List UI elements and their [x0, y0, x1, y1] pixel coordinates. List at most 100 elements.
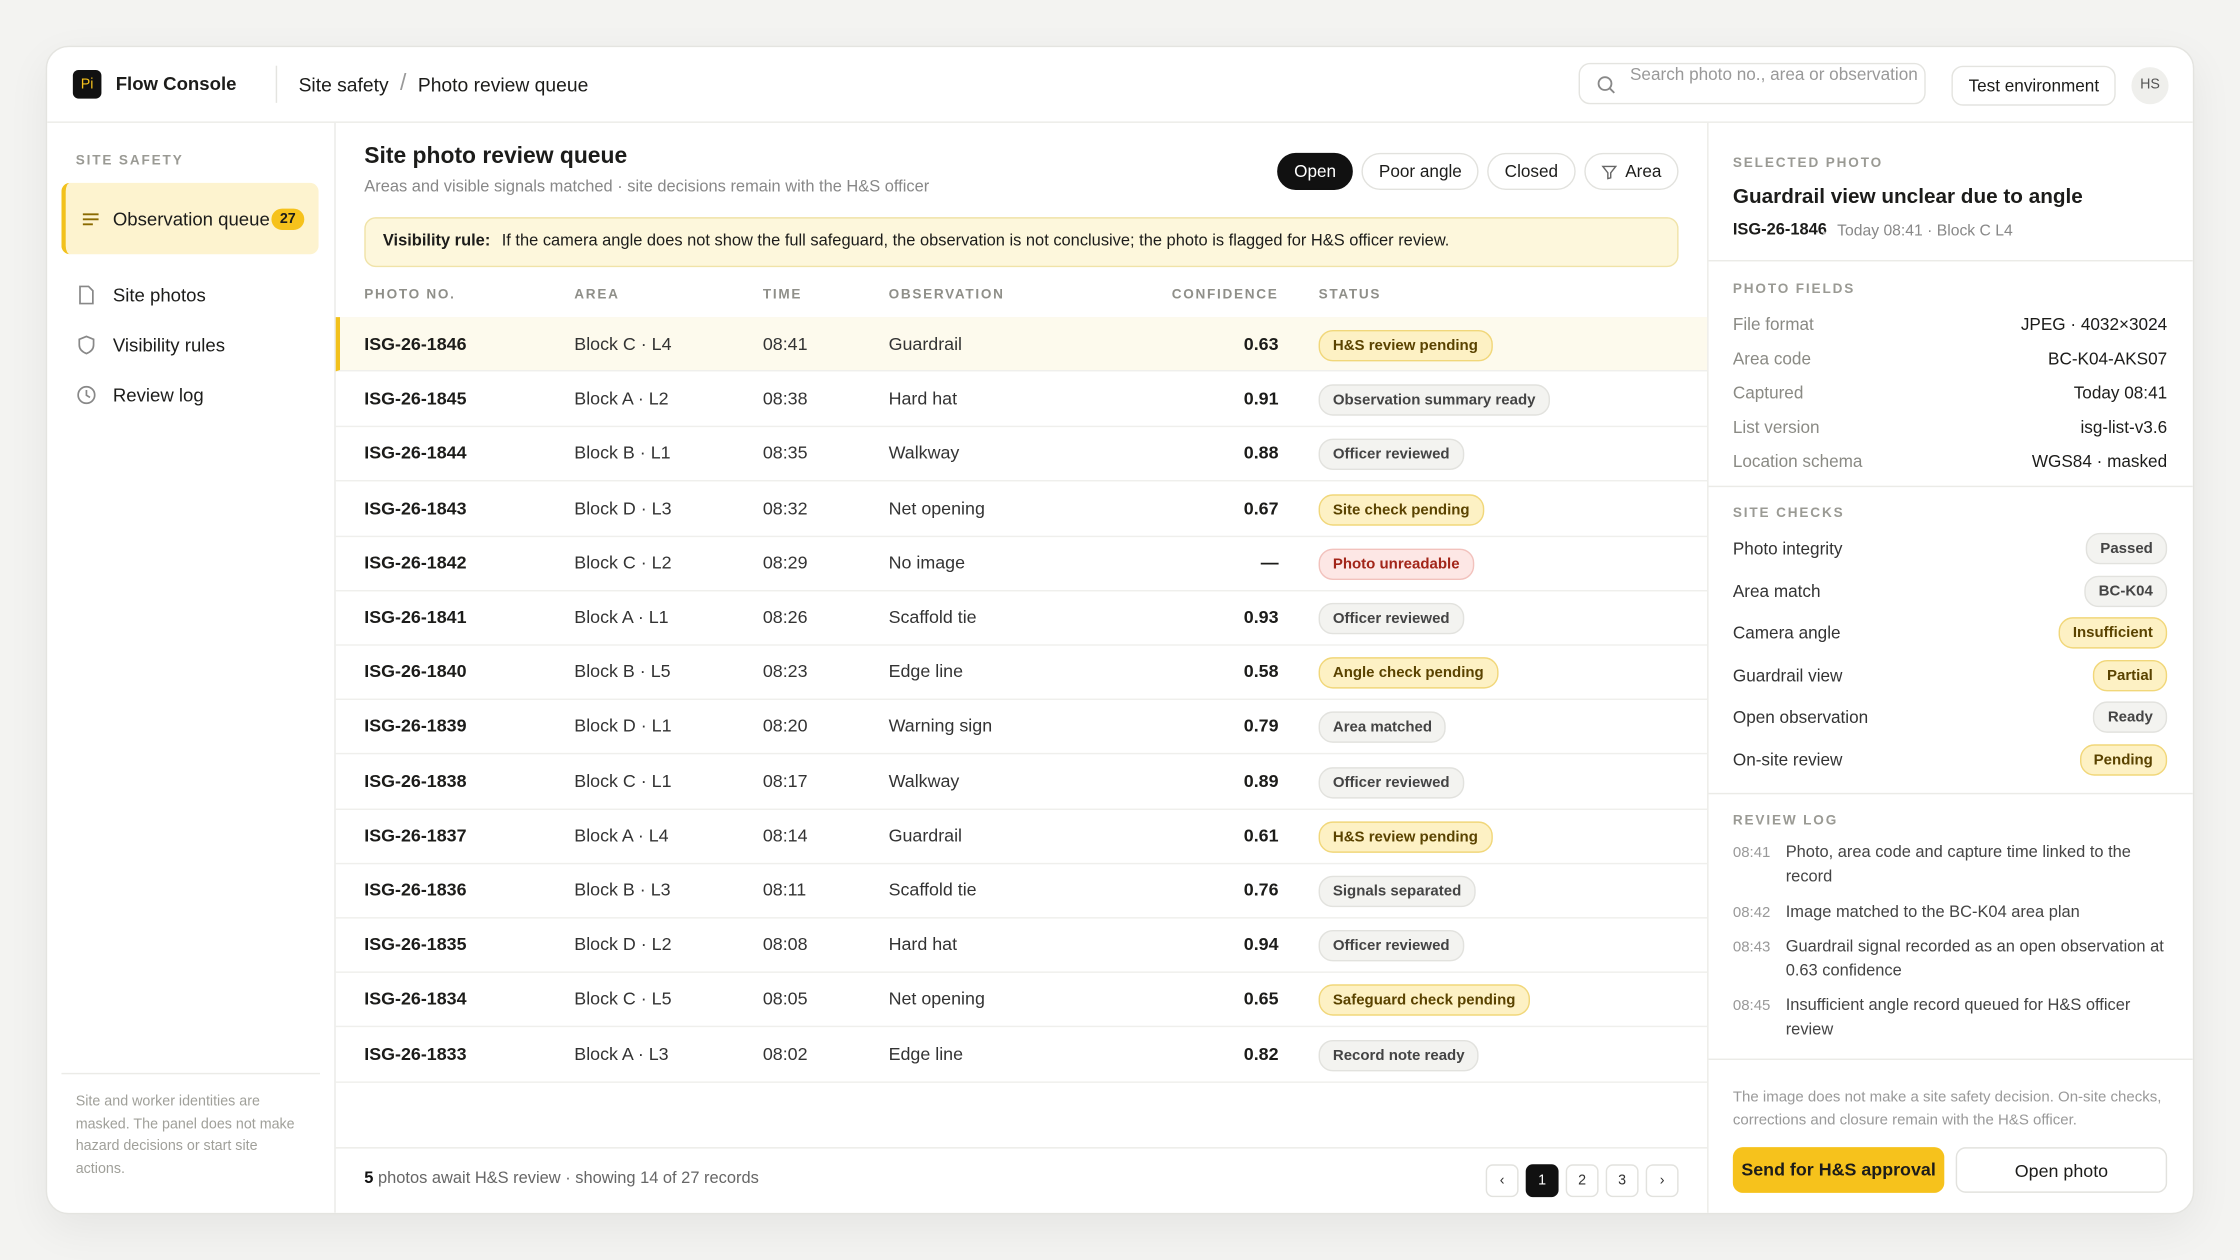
filter-chip[interactable]: Poor angle: [1361, 152, 1479, 190]
log-text: Insufficient angle record queued for H&S…: [1785, 997, 2131, 1039]
filter-chip[interactable]: Open: [1276, 152, 1354, 190]
column-header: PHOTO NO.: [364, 287, 456, 303]
observation: No image: [888, 552, 965, 573]
page-button[interactable]: ‹: [1485, 1164, 1519, 1198]
status-cell: Signals separated: [1318, 863, 1476, 917]
section-label: SELECTED PHOTO: [1732, 155, 1884, 172]
detail-id: ISG-26-1846: [1732, 221, 1827, 239]
sidebar-note: Site and worker identities are masked. T…: [61, 1072, 320, 1180]
detail-meta: Today 08:41 · Block C L4: [1837, 222, 2013, 240]
confidence: 0.89: [1243, 770, 1279, 791]
filter-chip[interactable]: Closed: [1487, 152, 1576, 190]
observation: Net opening: [888, 989, 985, 1010]
status-cell: Officer reviewed: [1318, 590, 1464, 644]
detail-title: Guardrail view unclear due to angle: [1732, 185, 2083, 209]
table-row[interactable]: ISG-26-1844 Block B · L1 08:35 Walkway 0.88 O…: [335, 426, 1708, 482]
section-label: SITE SAFETY: [75, 152, 184, 169]
log-entry: 08:43 Guardrail signal recorded as an ope…: [1733, 936, 2167, 985]
nav-item[interactable]: Observation queue 27: [61, 182, 319, 255]
status-cell: Photo unreadable: [1318, 535, 1474, 589]
log-text: Image matched to the BC-K04 area plan: [1785, 904, 2080, 922]
status-cell: Officer reviewed: [1318, 426, 1464, 480]
observation: Scaffold tie: [888, 879, 977, 900]
page-button[interactable]: ›: [1645, 1164, 1679, 1198]
breadcrumb[interactable]: Site safety: [298, 73, 389, 95]
table-header: PHOTO NO. AREA TIME OBSERVATION CONFIDENCE ST…: [335, 274, 1708, 319]
area: Block C · L1: [574, 770, 672, 791]
observation: Net opening: [888, 497, 985, 518]
table-row[interactable]: ISG-26-1840 Block B · L5 08:23 Edge line 0.5…: [335, 645, 1708, 701]
rule-banner: Visibility rule: If the camera angle does…: [364, 217, 1679, 268]
page-button[interactable]: 3: [1605, 1164, 1639, 1198]
table-row[interactable]: ISG-26-1839 Block D · L1 08:20 Warning sign…: [335, 699, 1708, 755]
table-row[interactable]: ISG-26-1845 Block A · L2 08:38 Hard hat 0.91…: [335, 372, 1708, 428]
confidence: 0.88: [1243, 443, 1279, 464]
time: 08:23: [762, 661, 808, 682]
search-box[interactable]: Search photo no., area or observation: [1578, 62, 1926, 105]
table-row[interactable]: ISG-26-1846 Block C · L4 08:41 Guardrail 0.6…: [335, 317, 1708, 372]
check-row: Guardrail view Partial: [1733, 659, 2168, 692]
area: Block B · L5: [574, 661, 671, 682]
column-header: TIME: [762, 287, 803, 303]
table-row[interactable]: ISG-26-1835 Block D · L2 08:08 Hard hat 0.94…: [335, 917, 1708, 974]
log-entry: 08:42 Image matched to the BC-K04 area pl…: [1733, 901, 2167, 925]
table-row[interactable]: ISG-26-1837 Block A · L4 08:14 Guardrail 0.6…: [335, 808, 1708, 864]
photo-id: ISG-26-1840: [364, 661, 467, 682]
filter-icon: [1600, 164, 1617, 179]
check-row: Camera angle Insufficient: [1733, 617, 2168, 649]
photo-id: ISG-26-1834: [364, 989, 467, 1010]
page-button[interactable]: 2: [1565, 1164, 1599, 1198]
nav-item[interactable]: Site photos: [61, 270, 318, 319]
status-pill: Area matched: [1318, 711, 1447, 744]
table-row[interactable]: ISG-26-1838 Block C · L1 08:17 Walkway 0.89 O…: [335, 754, 1708, 810]
column-header: OBSERVATION: [888, 287, 1005, 303]
time: 08:08: [762, 934, 808, 955]
primary-button[interactable]: Send for H&S approval: [1732, 1147, 1945, 1193]
area: Block A · L3: [574, 1043, 669, 1064]
page-button[interactable]: 1: [1525, 1164, 1559, 1198]
confidence: 0.67: [1243, 497, 1279, 518]
status-pill: H&S review pending: [1318, 329, 1493, 362]
status-cell: Officer reviewed: [1318, 754, 1464, 808]
status-pill: Angle check pending: [1318, 657, 1499, 689]
confidence: 0.79: [1243, 716, 1279, 737]
environment[interactable]: Test environment: [1951, 65, 2117, 106]
check-row: On-site review Pending: [1733, 744, 2168, 776]
pagination: ‹ 1 2 3 ›: [1485, 1164, 1679, 1198]
area: Block B · L1: [574, 443, 671, 464]
area: Block C · L4: [574, 334, 672, 355]
check-row: Area match BC-K04: [1733, 575, 2168, 607]
avatar[interactable]: HS: [2131, 67, 2169, 105]
app-window: Pi Flow Console Site safety / Photo revi…: [45, 45, 2195, 1215]
log-time: 08:41: [1732, 844, 1771, 862]
nav-label: Observation queue: [112, 207, 270, 230]
nav-item[interactable]: Visibility rules: [61, 320, 318, 369]
filter-chip[interactable]: Area: [1583, 152, 1679, 190]
photo-id: ISG-26-1846: [364, 334, 467, 355]
field-value: JPEG · 4032×3024: [2020, 314, 2168, 335]
time: 08:35: [762, 443, 808, 464]
check-status: BC-K04: [2084, 575, 2168, 607]
status-cell: Observation summary ready: [1318, 372, 1550, 426]
log-entry: 08:45 Insufficient angle record queued fo…: [1733, 994, 2167, 1043]
table-row[interactable]: ISG-26-1843 Block D · L3 08:32 Net opening 0…: [335, 481, 1708, 537]
table-row[interactable]: ISG-26-1833 Block A · L3 08:02 Edge line 0.8…: [335, 1027, 1708, 1083]
table-row[interactable]: ISG-26-1836 Block B · L3 08:11 Scaffold tie…: [335, 863, 1708, 919]
table-row[interactable]: ISG-26-1842 Block C · L2 08:29 No image — Pho…: [335, 535, 1708, 592]
field-key: Location schema: [1732, 451, 1863, 472]
photo-id: ISG-26-1841: [364, 607, 467, 628]
area: Block D · L2: [574, 934, 672, 955]
time: 08:26: [762, 607, 808, 628]
footer-text: 5 photos await H&S review · showing 14 o…: [364, 1170, 759, 1187]
secondary-button[interactable]: Open photo: [1955, 1147, 2168, 1193]
section-label: REVIEW LOG: [1732, 812, 1839, 829]
nav-item[interactable]: Review log: [61, 370, 318, 419]
field-key: List version: [1732, 417, 1820, 438]
check-row: Photo integrity Passed: [1733, 532, 2168, 565]
app-name: Flow Console: [116, 65, 278, 103]
fields-section: PHOTO FIELDS File format JPEG · 4032×3024 A…: [1708, 260, 2193, 488]
table-row[interactable]: ISG-26-1834 Block C · L5 08:05 Net opening 0…: [335, 972, 1708, 1028]
table-row[interactable]: ISG-26-1841 Block A · L1 08:26 Scaffold tie…: [335, 590, 1708, 646]
observation: Guardrail: [888, 825, 963, 846]
observation: Hard hat: [888, 388, 958, 409]
